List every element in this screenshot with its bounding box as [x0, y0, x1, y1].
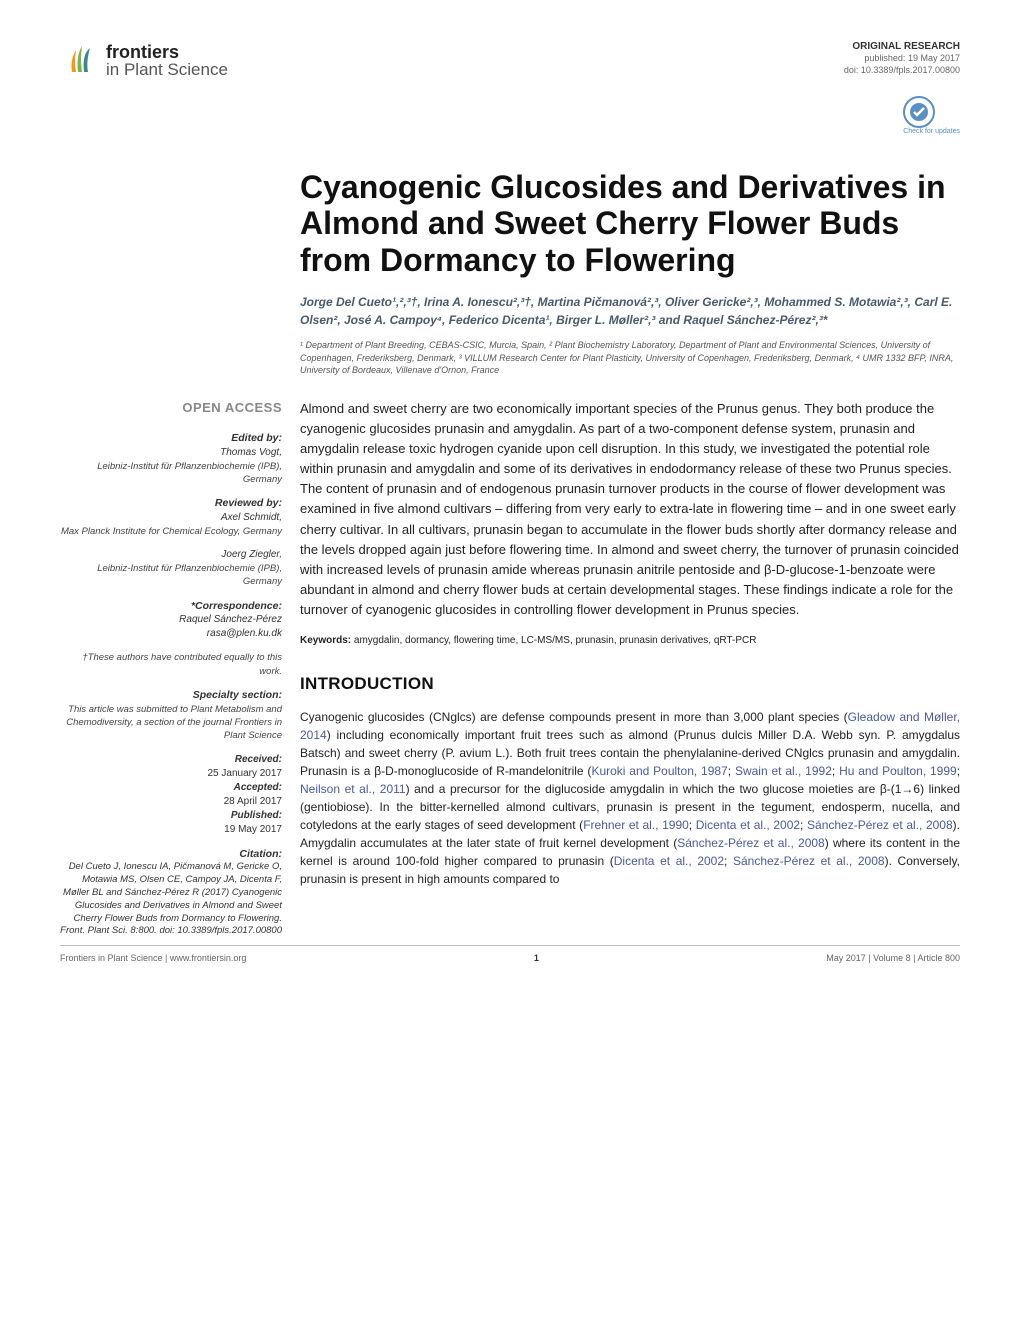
authors-list: Jorge Del Cueto¹,²,³†, Irina A. Ionescu²… [300, 293, 960, 329]
citation-block: Citation: Del Cueto J, Ionescu IA, Pičma… [60, 847, 282, 939]
crossmark-icon [903, 96, 935, 128]
reference-citation[interactable]: Neilson et al., 2011 [300, 782, 406, 796]
specialty-section-block: Specialty section: This article was subm… [60, 688, 282, 743]
reference-citation[interactable]: Swain et al., 1992 [735, 764, 832, 778]
main-column: Almond and sweet cherry are two economic… [300, 399, 960, 948]
reference-citation[interactable]: Sánchez-Pérez et al., 2008 [733, 854, 885, 868]
article-title: Cyanogenic Glucosides and Derivatives in… [300, 169, 960, 279]
reference-citation[interactable]: Hu and Poulton, 1999 [839, 764, 957, 778]
page-footer: Frontiers in Plant Science | www.frontie… [60, 945, 960, 965]
correspondence-block: *Correspondence: Raquel Sánchez-Pérez ra… [60, 599, 282, 642]
reference-citation[interactable]: Dicenta et al., 2002 [696, 818, 800, 832]
introduction-body: Cyanogenic glucosides (CNglcs) are defen… [300, 708, 960, 888]
check-updates-link[interactable]: Check for updates [903, 96, 960, 135]
logo-journal-text: in Plant Science [106, 61, 228, 78]
reference-citation[interactable]: Sánchez-Pérez et al., 2008 [807, 818, 953, 832]
footer-right: May 2017 | Volume 8 | Article 800 [826, 952, 960, 965]
reference-citation[interactable]: Kuroki and Poulton, 1987 [591, 764, 727, 778]
keywords: Keywords: amygdalin, dormancy, flowering… [300, 634, 960, 648]
contribution-note: †These authors have contributed equally … [60, 651, 282, 678]
footer-page-number: 1 [534, 952, 539, 965]
open-access-label: OPEN ACCESS [60, 399, 282, 417]
info-sidebar: OPEN ACCESS Edited by: Thomas Vogt, Leib… [60, 399, 282, 948]
reference-citation[interactable]: Gleadow and Møller, 2014 [300, 710, 960, 742]
reference-citation[interactable]: Dicenta et al., 2002 [614, 854, 724, 868]
doi-line[interactable]: doi: 10.3389/fpls.2017.00800 [844, 65, 960, 77]
footer-left[interactable]: Frontiers in Plant Science | www.frontie… [60, 952, 246, 965]
header: frontiers in Plant Science ORIGINAL RESE… [60, 40, 960, 139]
article-type: ORIGINAL RESEARCH [844, 40, 960, 53]
logo-frontiers-text: frontiers [106, 43, 228, 61]
reviewed-by-block: Reviewed by: Axel Schmidt, Max Planck In… [60, 496, 282, 589]
introduction-heading: INTRODUCTION [300, 672, 960, 696]
affiliations: ¹ Department of Plant Breeding, CEBAS-CS… [300, 339, 960, 377]
frontiers-logo-icon [60, 40, 100, 80]
correspondence-email[interactable]: rasa@plen.ku.dk [60, 627, 282, 641]
reference-citation[interactable]: Frehner et al., 1990 [583, 818, 689, 832]
reference-citation[interactable]: Sánchez-Pérez et al., 2008 [677, 836, 824, 850]
edited-by-block: Edited by: Thomas Vogt, Leibniz-Institut… [60, 431, 282, 486]
journal-logo: frontiers in Plant Science [60, 40, 228, 80]
header-meta: ORIGINAL RESEARCH published: 19 May 2017… [844, 40, 960, 139]
dates-block: Received: 25 January 2017 Accepted: 28 A… [60, 753, 282, 837]
abstract: Almond and sweet cherry are two economic… [300, 399, 960, 621]
published-line: published: 19 May 2017 [844, 53, 960, 65]
